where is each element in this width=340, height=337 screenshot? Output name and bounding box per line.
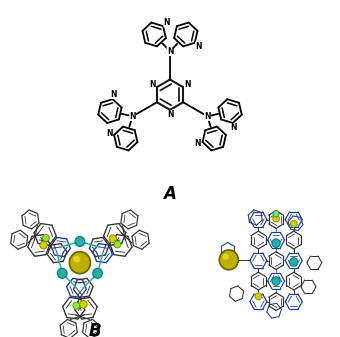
Text: N: N — [167, 47, 173, 56]
Text: N: N — [167, 110, 173, 119]
Circle shape — [114, 241, 121, 248]
Circle shape — [42, 235, 49, 242]
Text: N: N — [195, 42, 202, 51]
Circle shape — [80, 300, 87, 308]
Circle shape — [57, 268, 67, 278]
Text: N: N — [164, 18, 170, 27]
Circle shape — [273, 211, 279, 217]
Circle shape — [273, 215, 279, 222]
Text: N: N — [110, 90, 117, 99]
Text: N: N — [184, 80, 191, 89]
Circle shape — [219, 250, 238, 270]
Circle shape — [290, 220, 297, 227]
Text: N: N — [194, 139, 201, 148]
Text: N: N — [231, 123, 237, 132]
Circle shape — [73, 302, 80, 309]
Text: B: B — [89, 321, 102, 337]
Circle shape — [255, 293, 262, 300]
Circle shape — [272, 277, 280, 285]
Circle shape — [93, 268, 102, 278]
Circle shape — [69, 252, 90, 274]
Circle shape — [75, 237, 85, 246]
Circle shape — [40, 241, 47, 249]
Circle shape — [272, 239, 280, 247]
Text: N: N — [106, 129, 113, 138]
Circle shape — [73, 256, 80, 263]
Text: N: N — [149, 80, 156, 89]
Text: A: A — [164, 185, 176, 203]
Circle shape — [290, 258, 298, 266]
Circle shape — [109, 235, 117, 243]
Circle shape — [223, 253, 229, 260]
Text: N: N — [204, 112, 211, 121]
Text: N: N — [129, 112, 136, 121]
